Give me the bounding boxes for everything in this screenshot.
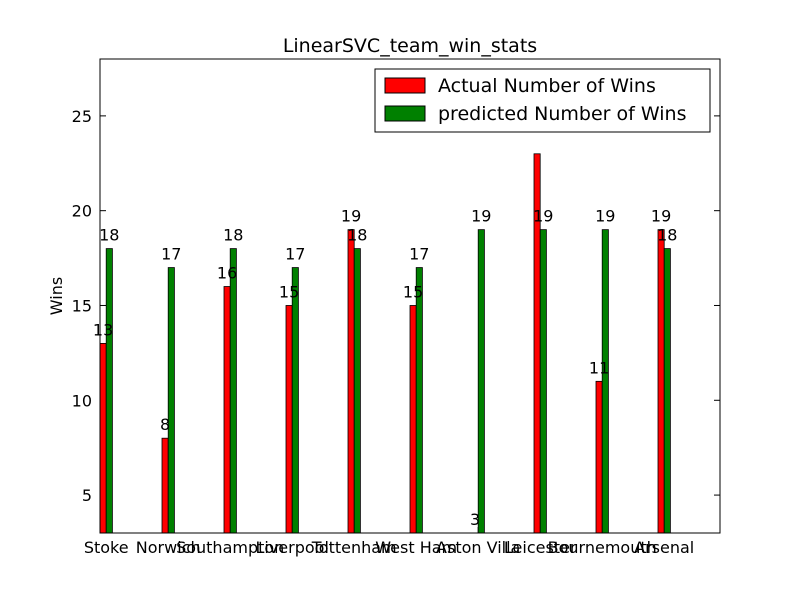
bars	[99, 153, 671, 534]
bar-predicted-5	[415, 267, 423, 534]
chart-title: LinearSVC_team_win_stats	[283, 35, 537, 57]
data-label-predicted-5: 17	[409, 245, 429, 264]
bar-actual-8	[595, 380, 603, 534]
data-label-actual-0: 13	[93, 320, 113, 339]
data-label-actual-9: 19	[651, 207, 671, 226]
x-tick-label: Aston Villa	[436, 538, 520, 557]
x-tick-label: Tottenham	[311, 538, 397, 557]
bar-predicted-2	[229, 248, 237, 534]
data-label-actual-3: 15	[279, 282, 299, 301]
legend-swatch-actual	[384, 77, 426, 94]
x-tick-label: Arsenal	[634, 538, 694, 557]
bar-predicted-6	[477, 229, 485, 534]
y-axis-label: Wins	[47, 277, 66, 315]
data-label-actual-2: 16	[217, 264, 237, 283]
data-label-actual-6: 3	[470, 510, 480, 529]
bar-predicted-1	[167, 267, 175, 534]
data-label-predicted-6: 19	[471, 207, 491, 226]
legend-swatch-predicted	[384, 105, 426, 122]
data-label-predicted-4: 18	[347, 226, 367, 245]
data-label-actual-1: 8	[160, 415, 170, 434]
y-tick-label: 15	[72, 296, 92, 315]
legend: Actual Number of Wins predicted Number o…	[374, 68, 711, 133]
legend-label-actual: Actual Number of Wins	[438, 75, 656, 97]
data-label-predicted-9: 18	[657, 226, 677, 245]
bar-actual-3	[285, 305, 293, 534]
data-label-actual-4: 19	[341, 207, 361, 226]
legend-label-predicted: predicted Number of Wins	[438, 103, 686, 125]
legend-box	[374, 68, 711, 133]
bar-predicted-4	[353, 248, 361, 534]
bar-predicted-0	[105, 248, 113, 534]
x-tick-label: Liverpool	[255, 538, 328, 557]
x-tick-label: Leicester	[504, 538, 577, 557]
x-tick-label: Bournemouth	[548, 538, 657, 557]
data-label-predicted-8: 19	[595, 207, 615, 226]
bar-predicted-7	[539, 229, 547, 534]
x-tick-label: Southampton	[176, 538, 284, 557]
data-label-predicted-3: 17	[285, 245, 305, 264]
bar-predicted-8	[601, 229, 609, 534]
bar-actual-5	[409, 305, 417, 534]
plot-area	[99, 58, 721, 534]
data-label-predicted-7: 19	[533, 207, 553, 226]
data-label-predicted-0: 18	[99, 226, 119, 245]
data-label-predicted-1: 17	[161, 245, 181, 264]
y-tick-label: 5	[82, 486, 92, 505]
data-label-actual-5: 15	[403, 282, 423, 301]
bar-actual-0	[99, 342, 107, 534]
x-tick-label: West Ham	[375, 538, 457, 557]
bar-actual-1	[161, 437, 169, 534]
bar-actual-2	[223, 286, 231, 534]
bar-predicted-9	[663, 248, 671, 534]
y-tick-labels: 5 10 15 20 25	[72, 107, 92, 505]
x-tick-label: Norwich	[136, 538, 201, 557]
x-tick-labels: Stoke NorwichSouthamptonLiverpoolTottenha…	[84, 538, 694, 557]
data-label-actual-8: 11	[589, 358, 609, 377]
bar-predicted-3	[291, 267, 299, 534]
y-tick-label: 20	[72, 202, 92, 221]
bar-actual-4	[347, 229, 355, 534]
y-tick-label: 25	[72, 107, 92, 126]
y-tick-label: 10	[72, 391, 92, 410]
data-label-predicted-2: 18	[223, 226, 243, 245]
x-tick-label: Stoke	[84, 538, 129, 557]
bar-actual-9	[657, 229, 665, 534]
